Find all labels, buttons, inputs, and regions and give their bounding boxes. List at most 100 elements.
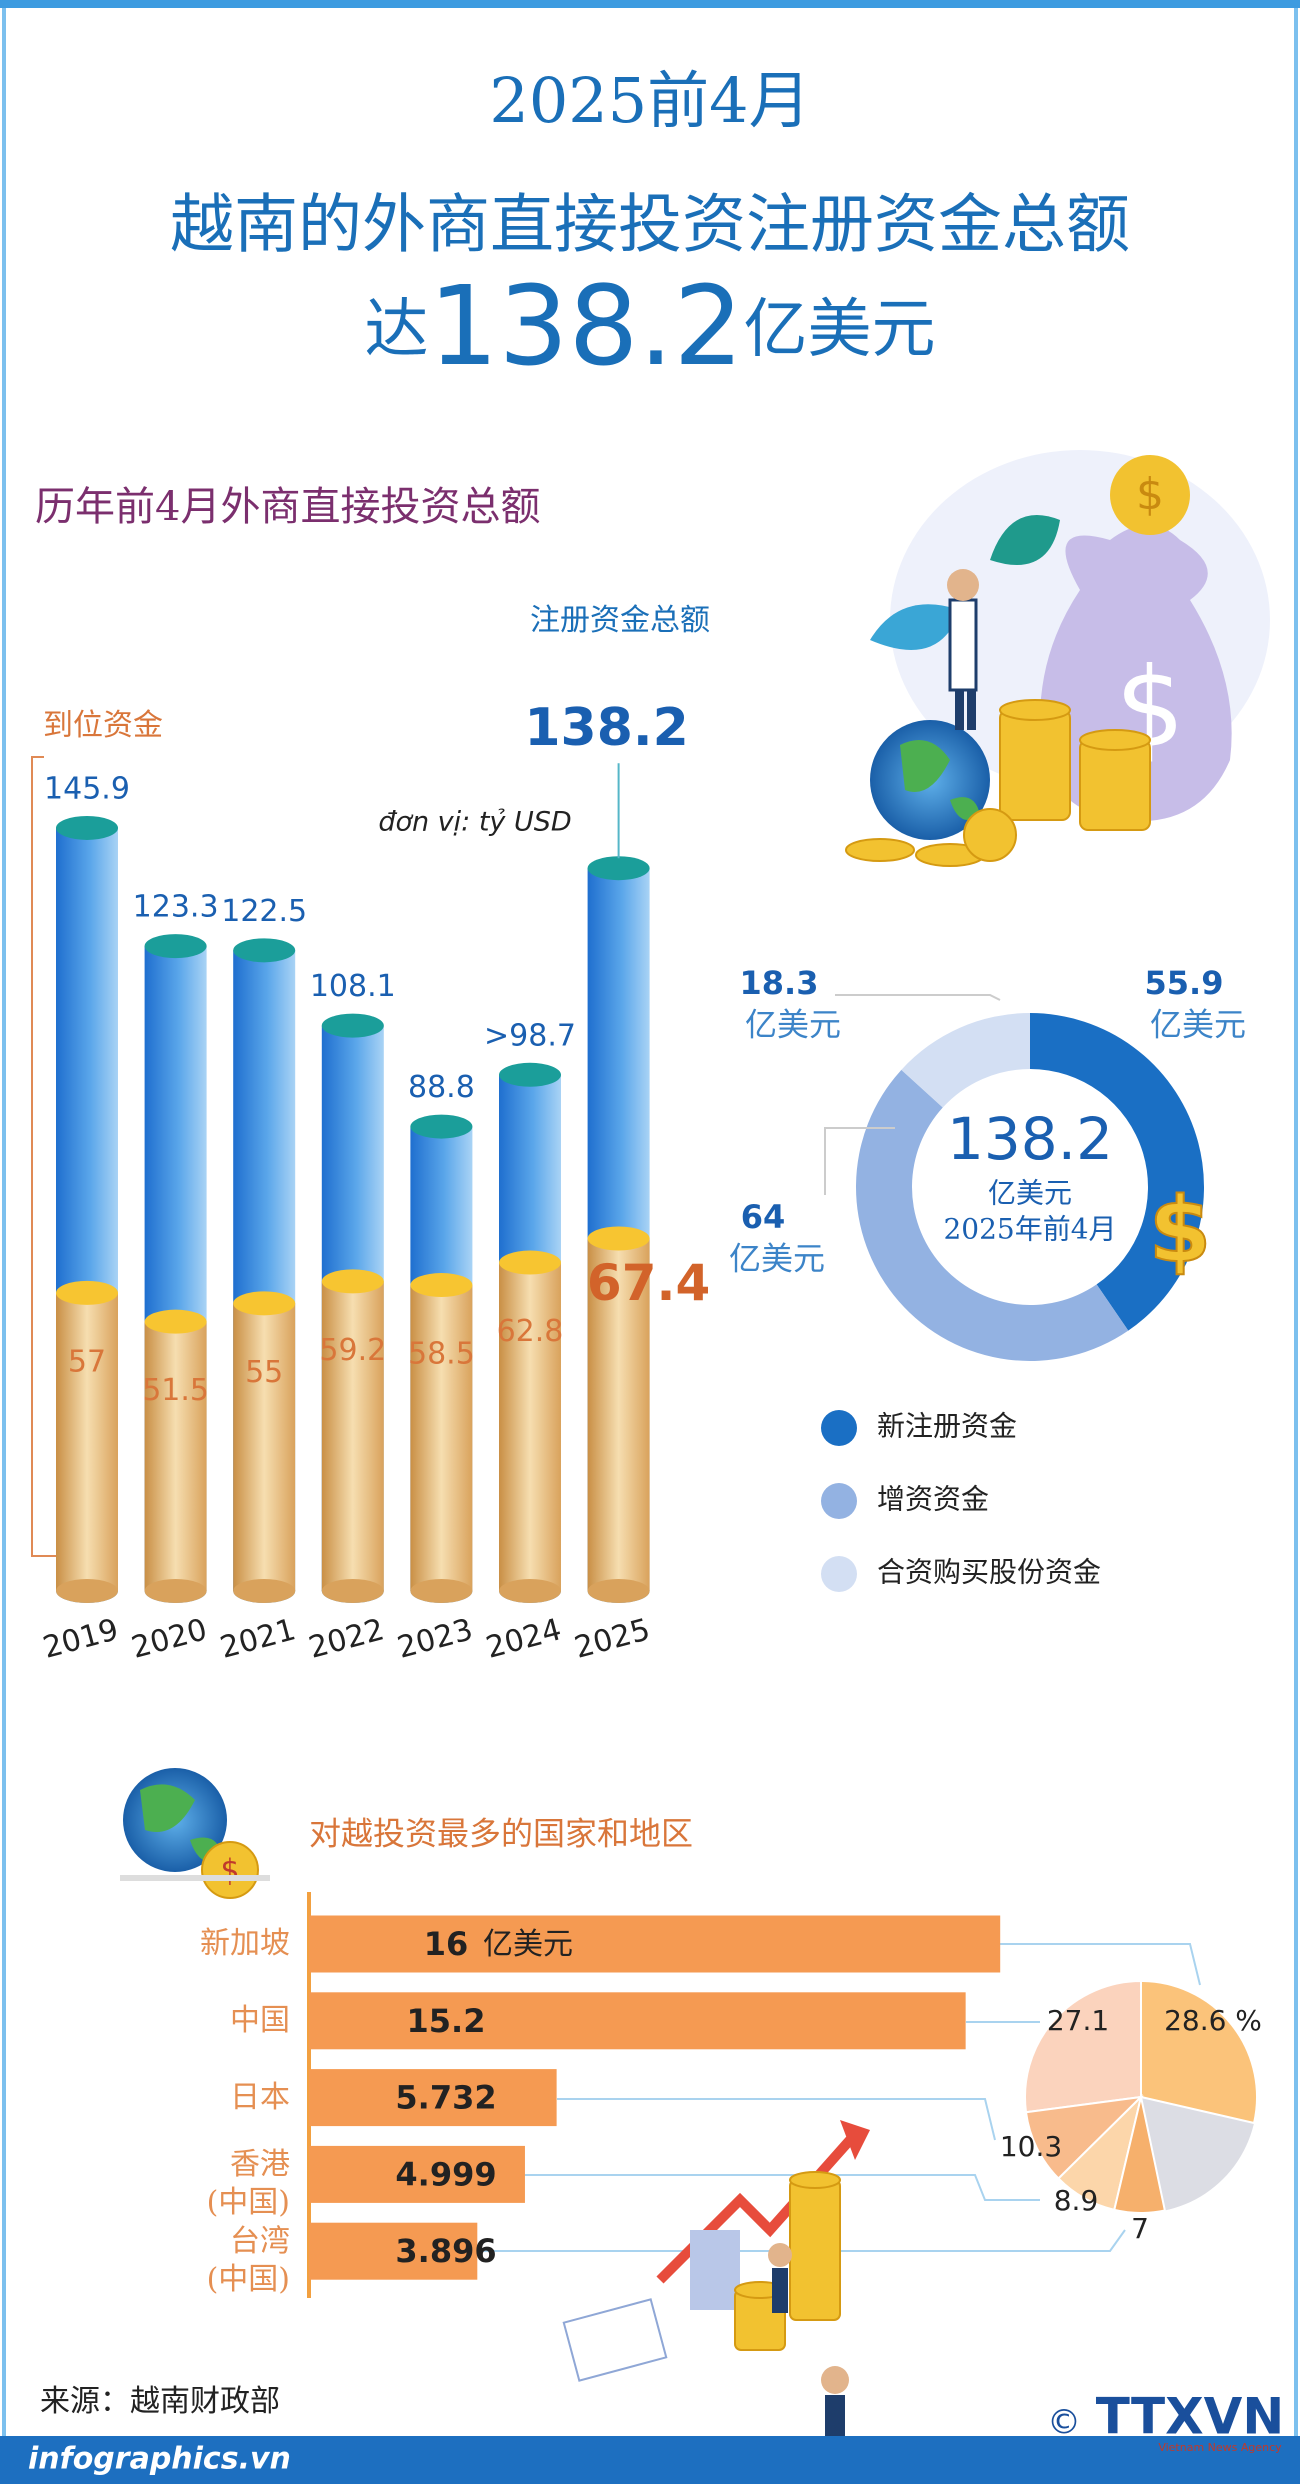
header-value: 138.2 [429, 262, 744, 390]
hbar-value: 4.999 [395, 2155, 496, 2193]
legend-label: 增资资金 [877, 1483, 989, 1516]
bar-chart-title: 历年前4月外商直接投资总额 [35, 484, 540, 530]
value-label-disbursed: 67.4 [587, 1254, 710, 1312]
hbar-value: 3.896 [395, 2232, 496, 2270]
x-tick-label: 2023 [394, 1612, 477, 1666]
copyright: © [1047, 2403, 1081, 2443]
pie-slice [1113, 2096, 1167, 2214]
cylinder-top [233, 938, 296, 963]
value-label-registered: 123.3 [133, 890, 219, 925]
header-line1: 2025前4月 [489, 64, 810, 137]
bar-disbursed [144, 1321, 207, 1591]
svg-text:$: $ [1136, 469, 1164, 520]
cylinder-top [410, 1114, 473, 1139]
source: 来源：越南财政部 [40, 2384, 280, 2419]
hbar [309, 1915, 1001, 1973]
legend-swatch [821, 1410, 857, 1446]
pie-slice [1024, 1979, 1142, 2114]
bar-disbursed [56, 1292, 118, 1591]
illustration-growth [562, 2120, 870, 2450]
value-label-disbursed: 62.8 [497, 1314, 564, 1349]
hbar-value: 5.732 [395, 2079, 496, 2117]
cylinder-top [587, 856, 650, 881]
hbar-category: 日本 [230, 2079, 290, 2115]
x-tick-label: 2022 [305, 1612, 388, 1666]
cylinder-bottom [56, 1579, 118, 1603]
value-label-registered: >98.7 [484, 1018, 576, 1053]
value-label-disbursed: 51.5 [142, 1373, 209, 1408]
hbar [309, 2145, 525, 2203]
header-line2: 越南的外商直接投资注册资金总额 [170, 189, 1130, 263]
cylinder-top [321, 1269, 384, 1294]
donut-total-unit: 亿美元 [988, 1177, 1072, 1210]
cylinder-top [410, 1273, 473, 1298]
donut-value: 64 [741, 1198, 786, 1236]
pie-label: 7 [1131, 2212, 1149, 2245]
cylinder-bottom [144, 1579, 207, 1603]
donut-value: 55.9 [1145, 964, 1224, 1002]
x-tick-label: 2025 [571, 1612, 654, 1666]
value-label-disbursed: 55 [245, 1355, 283, 1390]
bar-disbursed [499, 1262, 561, 1591]
value-label-registered: 138.2 [524, 698, 688, 758]
pie-label: 27.1 [1047, 2004, 1109, 2037]
legend-label: 新注册资金 [877, 1410, 1017, 1443]
legend-swatch [821, 1556, 857, 1592]
hbar-category: 新加坡 [200, 1926, 290, 1961]
cylinder-bottom [321, 1579, 384, 1603]
cylinder-top [233, 1291, 296, 1316]
donut-leader [835, 994, 1001, 1001]
disbursed-bracket [31, 756, 60, 1557]
pie-slice [1024, 2095, 1144, 2180]
header-prefix: 达 [365, 293, 429, 367]
hbar [309, 1992, 966, 2050]
pie-slice [1140, 1979, 1259, 2125]
header-unit: 亿美元 [743, 293, 935, 367]
hbar [309, 2222, 478, 2280]
cylinder-bottom [233, 1579, 296, 1603]
hbar-value: 16 [424, 1925, 469, 1963]
donut-leader [824, 1127, 895, 1195]
donut-value: 18.3 [740, 964, 819, 1002]
x-tick-label: 2019 [39, 1612, 122, 1666]
cylinder-top [56, 815, 118, 840]
bar-disbursed [410, 1285, 473, 1591]
value-label-registered: 122.5 [221, 894, 307, 929]
donut-unit: 亿美元 [1150, 1006, 1246, 1044]
bar-disbursed [587, 1238, 650, 1591]
donut-segment [901, 1013, 1030, 1108]
legend-label: 合资购买股份资金 [877, 1556, 1101, 1589]
value-label-registered: 145.9 [44, 771, 130, 806]
cylinder-top [499, 1250, 561, 1275]
illustration-money: $ $ [845, 450, 1270, 867]
cylinder-bottom [410, 1579, 473, 1603]
bar-disbursed [321, 1281, 384, 1591]
x-tick-label: 2021 [217, 1612, 300, 1666]
donut-period: 2025年前4月 [943, 1213, 1116, 1246]
cylinder-top [587, 1226, 650, 1251]
hbar-category: 台湾 (中国) [206, 2224, 290, 2298]
value-label-disbursed: 59.2 [319, 1333, 386, 1368]
legend-disbursed: 到位资金 [43, 708, 163, 743]
pie-label: 8.9 [1054, 2184, 1099, 2217]
hbar-category: 中国 [230, 2002, 290, 2038]
hbar-unit: 亿美元 [483, 1927, 573, 1962]
donut-unit: 亿美元 [745, 1006, 841, 1044]
donut-segment [1030, 1013, 1205, 1331]
agency: Vietnam News Agency [1158, 2441, 1282, 2454]
cylinder-top [499, 1062, 561, 1087]
globe-icon: $ [120, 1768, 270, 1899]
hbar-value: 15.2 [407, 2002, 486, 2040]
value-label-registered: 88.8 [408, 1070, 475, 1105]
donut-total: 138.2 [947, 1105, 1113, 1173]
x-tick-label: 2020 [128, 1612, 211, 1666]
legend-registered: 注册资金总额 [530, 603, 710, 638]
cylinder-bottom [587, 1579, 650, 1603]
cylinder-top [321, 1013, 384, 1038]
site: infographics.vn [28, 2442, 291, 2477]
value-label-disbursed: 58.5 [408, 1337, 475, 1372]
x-tick-label: 2024 [482, 1612, 565, 1666]
hbar [309, 2069, 557, 2127]
